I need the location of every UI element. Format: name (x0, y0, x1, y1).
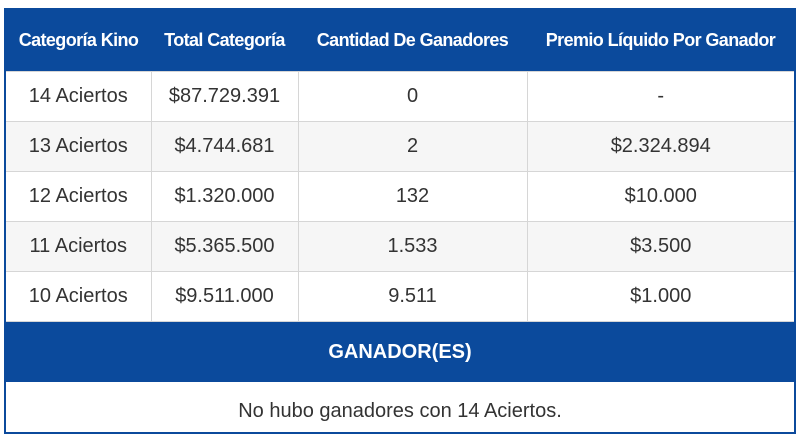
column-header-category: Categoría Kino (6, 10, 151, 72)
table-row: 11 Aciertos $5.365.500 1.533 $3.500 (6, 221, 794, 272)
winner-count-cell: 0 (297, 71, 528, 122)
category-cell: 14 Aciertos (6, 71, 152, 122)
net-prize-cell: $1.000 (526, 271, 794, 322)
winner-count-cell: 132 (297, 171, 528, 222)
winner-count-cell: 2 (297, 121, 528, 172)
category-cell: 13 Aciertos (6, 121, 152, 172)
total-cell: $5.365.500 (150, 221, 299, 272)
prize-table: Categoría Kino Total Categoría Cantidad … (6, 10, 794, 322)
table-row: 12 Aciertos $1.320.000 132 $10.000 (6, 171, 794, 222)
table-row: 13 Aciertos $4.744.681 2 $2.324.894 (6, 121, 794, 172)
category-cell: 10 Aciertos (6, 271, 152, 322)
table-row: 14 Aciertos $87.729.391 0 - (6, 71, 794, 122)
total-cell: $9.511.000 (150, 271, 299, 322)
winners-section-title: GANADOR(ES) (6, 322, 794, 382)
total-cell: $4.744.681 (150, 121, 299, 172)
winner-count-cell: 1.533 (297, 221, 528, 272)
column-header-net-prize: Premio Líquido Por Ganador (527, 10, 794, 72)
net-prize-cell: $3.500 (526, 221, 794, 272)
category-cell: 12 Aciertos (6, 171, 152, 222)
winners-message: No hubo ganadores con 14 Aciertos. (238, 399, 562, 422)
net-prize-cell: $2.324.894 (526, 121, 794, 172)
total-cell: $1.320.000 (150, 171, 299, 222)
column-header-winner-count: Cantidad De Ganadores (298, 10, 527, 72)
column-header-total: Total Categoría (151, 10, 298, 72)
winner-count-cell: 9.511 (297, 271, 528, 322)
net-prize-cell: - (526, 71, 794, 122)
table-header-row: Categoría Kino Total Categoría Cantidad … (6, 10, 794, 72)
table-row: 10 Aciertos $9.511.000 9.511 $1.000 (6, 271, 794, 322)
total-cell: $87.729.391 (150, 71, 299, 122)
results-panel: Categoría Kino Total Categoría Cantidad … (4, 8, 796, 434)
category-cell: 11 Aciertos (6, 221, 152, 272)
net-prize-cell: $10.000 (526, 171, 794, 222)
